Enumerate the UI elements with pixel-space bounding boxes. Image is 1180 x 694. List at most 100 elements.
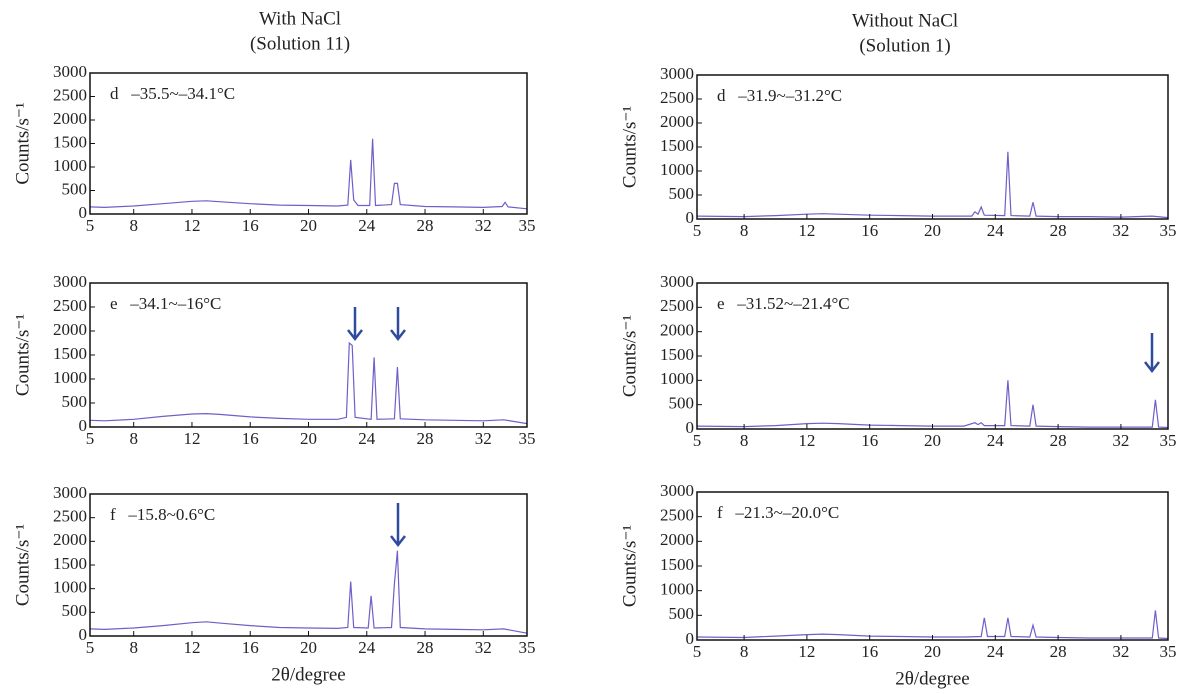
y-tick-label: 2000 <box>660 321 694 340</box>
y-tick-label: 1500 <box>53 344 87 363</box>
y-tick-label: 3000 <box>53 62 87 81</box>
y-tick-label: 2000 <box>660 530 694 549</box>
y-tick-label: 2000 <box>53 530 87 549</box>
y-axis-label: Counts/s⁻¹ <box>619 525 640 608</box>
y-tick-label: 1000 <box>53 368 87 387</box>
y-tick-label: 0 <box>686 629 695 648</box>
y-tick-label: 1000 <box>660 580 694 599</box>
y-axis-label: Counts/s⁻¹ <box>12 524 33 607</box>
x-tick-label: 24 <box>987 221 1005 240</box>
y-tick-label: 1000 <box>53 578 87 597</box>
y-tick-label: 1500 <box>53 132 87 151</box>
y-tick-label: 2500 <box>53 296 87 315</box>
y-tick-label: 0 <box>79 203 88 222</box>
panel-label: e –31.52~–21.4°C <box>717 294 850 313</box>
x-tick-label: 28 <box>1050 431 1067 450</box>
x-tick-label: 8 <box>129 216 138 235</box>
x-tick-label: 32 <box>1112 642 1129 661</box>
arrow-head <box>347 329 363 342</box>
x-tick-label: 16 <box>861 642 878 661</box>
y-tick-label: 2500 <box>53 85 87 104</box>
x-tick-label: 20 <box>300 429 317 448</box>
y-axis-label: Counts/s⁻¹ <box>619 315 640 398</box>
x-tick-label: 20 <box>924 221 941 240</box>
data-line <box>89 550 528 634</box>
y-tick-label: 500 <box>669 184 695 203</box>
y-tick-label: 500 <box>62 392 88 411</box>
panel-label: f –21.3~–20.0°C <box>717 503 839 522</box>
y-tick-label: 2000 <box>660 112 694 131</box>
x-tick-label: 32 <box>1112 221 1129 240</box>
panel-label: f –15.8~0.6°C <box>110 505 215 524</box>
y-tick-label: 2500 <box>660 88 694 107</box>
y-tick-label: 0 <box>79 416 88 435</box>
y-tick-label: 0 <box>686 418 695 437</box>
y-tick-label: 1000 <box>660 160 694 179</box>
y-tick-label: 2000 <box>53 109 87 128</box>
y-tick-label: 2500 <box>660 506 694 525</box>
column-title: With NaCl <box>259 8 341 29</box>
y-tick-label: 500 <box>62 601 88 620</box>
data-line <box>89 138 528 210</box>
x-tick-label: 35 <box>519 216 536 235</box>
column-title: Without NaCl <box>852 10 958 31</box>
data-line <box>89 341 528 425</box>
y-tick-label: 500 <box>669 604 695 623</box>
x-tick-label: 35 <box>519 429 536 448</box>
y-tick-label: 1000 <box>660 369 694 388</box>
x-tick-label: 24 <box>358 216 376 235</box>
x-tick-label: 8 <box>129 638 138 657</box>
x-tick-label: 16 <box>242 638 259 657</box>
x-tick-label: 5 <box>86 429 95 448</box>
x-tick-label: 12 <box>798 642 815 661</box>
x-tick-label: 12 <box>798 431 815 450</box>
x-tick-label: 32 <box>1112 431 1129 450</box>
arrow-head <box>390 535 406 548</box>
x-tick-label: 35 <box>1160 431 1177 450</box>
panel-label: e –34.1~–16°C <box>110 294 221 313</box>
x-tick-label: 5 <box>693 431 702 450</box>
x-tick-label: 28 <box>417 638 434 657</box>
y-tick-label: 3000 <box>53 483 87 502</box>
x-tick-label: 28 <box>417 429 434 448</box>
y-tick-label: 2000 <box>53 320 87 339</box>
y-axis-label: Counts/s⁻¹ <box>12 102 33 185</box>
data-line <box>696 380 1169 429</box>
x-tick-label: 8 <box>129 429 138 448</box>
y-axis-label: Counts/s⁻¹ <box>12 314 33 397</box>
x-tick-label: 8 <box>740 431 749 450</box>
x-tick-label: 16 <box>242 429 259 448</box>
y-tick-label: 1500 <box>660 136 694 155</box>
y-tick-label: 0 <box>686 208 695 227</box>
x-tick-label: 5 <box>693 642 702 661</box>
y-tick-label: 1500 <box>660 345 694 364</box>
y-tick-label: 3000 <box>660 481 694 500</box>
x-axis-label: 2θ/degree <box>895 668 970 689</box>
x-tick-label: 5 <box>693 221 702 240</box>
y-axis-label: Counts/s⁻¹ <box>619 106 640 189</box>
data-line <box>696 610 1169 640</box>
x-tick-label: 28 <box>1050 221 1067 240</box>
data-line <box>696 151 1169 219</box>
x-tick-label: 28 <box>417 216 434 235</box>
x-tick-label: 32 <box>475 638 492 657</box>
arrow-head <box>390 329 406 342</box>
x-tick-label: 35 <box>1160 642 1177 661</box>
x-tick-label: 5 <box>86 216 95 235</box>
x-tick-label: 24 <box>358 638 376 657</box>
y-tick-label: 0 <box>79 625 88 644</box>
arrow-head <box>1144 361 1160 374</box>
column-subtitle: (Solution 1) <box>859 35 950 56</box>
panel-label: d –31.9~–31.2°C <box>717 86 842 105</box>
arrows <box>347 307 1160 548</box>
x-tick-label: 24 <box>358 429 376 448</box>
x-tick-label: 28 <box>1050 642 1067 661</box>
x-tick-label: 12 <box>183 216 200 235</box>
x-tick-label: 20 <box>300 638 317 657</box>
x-tick-label: 20 <box>924 642 941 661</box>
x-tick-label: 32 <box>475 216 492 235</box>
panel-label: d –35.5~–34.1°C <box>110 84 235 103</box>
column-subtitle: (Solution 11) <box>250 33 350 54</box>
